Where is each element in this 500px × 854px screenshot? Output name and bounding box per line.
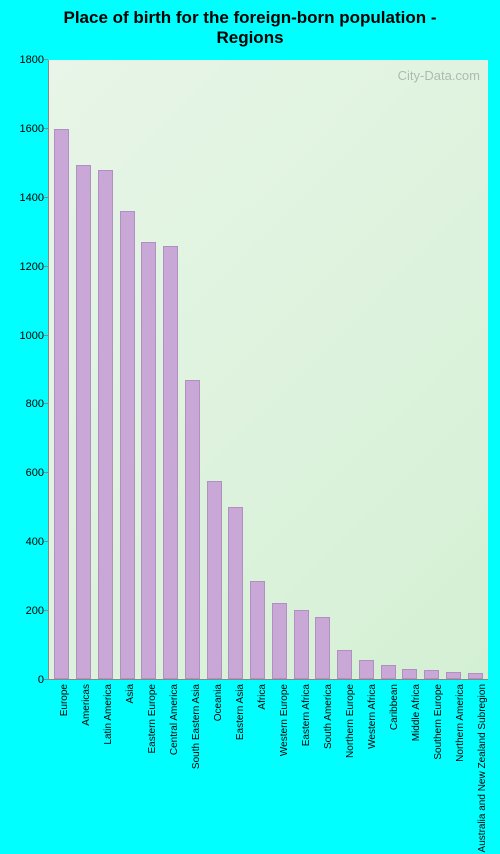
y-tick-label: 1800 (0, 54, 44, 66)
y-tick-label: 1400 (0, 192, 44, 204)
bar-slot (247, 60, 269, 679)
bar (98, 170, 113, 679)
chart-title: Place of birth for the foreign-born popu… (0, 8, 500, 49)
y-tick-label: 400 (0, 536, 44, 548)
x-tick-label: Eastern Asia (235, 684, 246, 740)
x-label-slot: Africa (246, 684, 268, 854)
x-tick-label: Asia (125, 684, 136, 703)
bar (76, 165, 91, 679)
x-label-slot: Americas (70, 684, 92, 854)
x-label-slot: Western Europe (268, 684, 290, 854)
bar (141, 242, 156, 679)
x-tick-label: Northern Europe (345, 684, 356, 758)
x-tick-label: Northern America (455, 684, 466, 762)
x-label-slot: Caribbean (378, 684, 400, 854)
x-tick-label: Western Africa (367, 684, 378, 749)
bars-group (49, 60, 488, 679)
y-tick-label: 200 (0, 605, 44, 617)
x-tick-label: South America (323, 684, 334, 749)
bar (250, 581, 265, 679)
x-label-slot: Southern Europe (422, 684, 444, 854)
x-label-slot: South America (312, 684, 334, 854)
bar (185, 380, 200, 679)
y-axis: 020040060080010001200140016001800 (0, 60, 48, 680)
watermark-text: City-Data.com (398, 68, 480, 83)
bar (468, 673, 483, 679)
bar (228, 507, 243, 679)
x-label-slot: Eastern Europe (136, 684, 158, 854)
bar-slot (269, 60, 291, 679)
x-label-slot: Western Africa (356, 684, 378, 854)
x-tick-label: Caribbean (389, 684, 400, 730)
bar-slot (203, 60, 225, 679)
x-label-slot: Middle Africa (400, 684, 422, 854)
bar (207, 481, 222, 679)
x-tick-label: Middle Africa (411, 684, 422, 741)
bar-slot (160, 60, 182, 679)
x-label-slot: Northern America (444, 684, 466, 854)
y-tick-label: 1000 (0, 330, 44, 342)
bar-slot (421, 60, 443, 679)
bar (359, 660, 374, 679)
x-tick-label: Latin America (103, 684, 114, 745)
x-label-slot: Latin America (92, 684, 114, 854)
bar-slot (399, 60, 421, 679)
x-tick-label: Central America (169, 684, 180, 755)
bar-slot (182, 60, 204, 679)
bar-slot (51, 60, 73, 679)
bar (54, 129, 69, 679)
x-label-slot: Oceania (202, 684, 224, 854)
bar (294, 610, 309, 679)
bar-slot (356, 60, 378, 679)
x-label-slot: Asia (114, 684, 136, 854)
plot-area: City-Data.com (48, 60, 488, 680)
x-tick-label: Australia and New Zealand Subregion (477, 684, 488, 852)
x-label-slot: Eastern Asia (224, 684, 246, 854)
x-label-slot: Europe (48, 684, 70, 854)
bar (337, 650, 352, 679)
y-tick-label: 600 (0, 467, 44, 479)
bar-slot (334, 60, 356, 679)
bar-slot (138, 60, 160, 679)
y-tick-label: 0 (0, 674, 44, 686)
x-label-slot: Northern Europe (334, 684, 356, 854)
chart-container: Place of birth for the foreign-born popu… (0, 0, 500, 854)
y-tick-label: 1600 (0, 123, 44, 135)
bar (120, 211, 135, 679)
bar-slot (377, 60, 399, 679)
x-tick-label: Europe (59, 684, 70, 716)
x-tick-label: Americas (81, 684, 92, 726)
bar-slot (95, 60, 117, 679)
x-label-slot: Eastern Africa (290, 684, 312, 854)
bar-slot (116, 60, 138, 679)
bar-slot (290, 60, 312, 679)
x-tick-label: Western Europe (279, 684, 290, 756)
x-label-slot: Central America (158, 684, 180, 854)
x-label-slot: South Eastern Asia (180, 684, 202, 854)
bar-slot (225, 60, 247, 679)
x-label-slot: Australia and New Zealand Subregion (466, 684, 488, 854)
bar (272, 603, 287, 679)
bar-slot (464, 60, 486, 679)
x-tick-label: Africa (257, 684, 268, 710)
y-tick-label: 800 (0, 398, 44, 410)
x-labels-group: Europe Americas Latin America Asia Eastern E… (48, 684, 488, 854)
x-tick-label: South Eastern Asia (191, 684, 202, 769)
bar (315, 617, 330, 679)
bar (424, 670, 439, 679)
bar (381, 665, 396, 679)
bar (163, 246, 178, 679)
x-tick-label: Eastern Europe (147, 684, 158, 754)
x-axis: Europe Americas Latin America Asia Eastern E… (48, 680, 488, 850)
bar (402, 669, 417, 679)
x-tick-label: Eastern Africa (301, 684, 312, 746)
bar (446, 672, 461, 679)
x-tick-label: Southern Europe (433, 684, 444, 760)
bar-slot (73, 60, 95, 679)
y-tick-label: 1200 (0, 261, 44, 273)
bar-slot (443, 60, 465, 679)
bar-slot (312, 60, 334, 679)
x-tick-label: Oceania (213, 684, 224, 721)
